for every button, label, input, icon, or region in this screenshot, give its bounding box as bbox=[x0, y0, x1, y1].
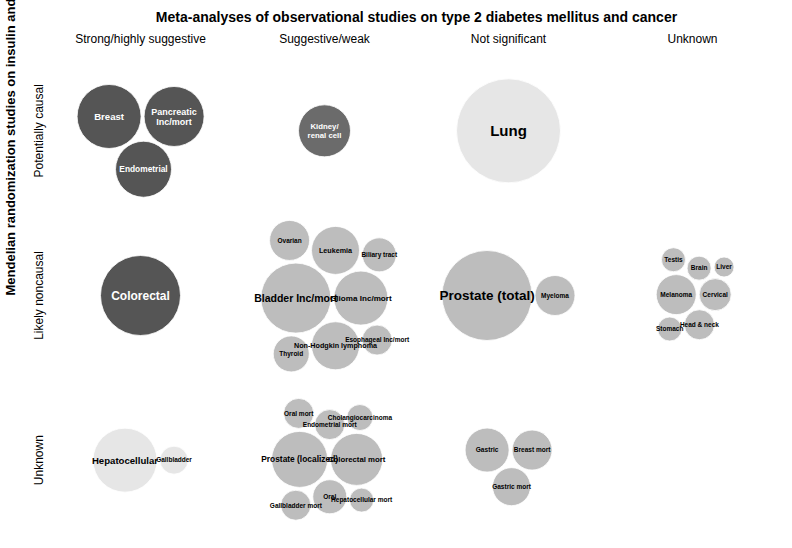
svg-text:Hepatocellular: Hepatocellular bbox=[92, 455, 158, 466]
svg-text:Cervical: Cervical bbox=[703, 291, 728, 298]
svg-text:Endometrial: Endometrial bbox=[119, 164, 167, 174]
svg-text:Brain: Brain bbox=[691, 264, 708, 271]
svg-text:Glioma Inc/mort: Glioma Inc/mort bbox=[330, 294, 392, 303]
svg-text:Meta-analyses of observational: Meta-analyses of observational studies o… bbox=[156, 9, 678, 25]
svg-text:Stomach: Stomach bbox=[656, 325, 684, 333]
svg-text:Cholangiocarcinoma: Cholangiocarcinoma bbox=[328, 414, 393, 422]
svg-text:Prostate (total): Prostate (total) bbox=[439, 288, 534, 303]
svg-text:Not significant: Not significant bbox=[471, 32, 547, 46]
svg-text:Esophageal Inc/mort: Esophageal Inc/mort bbox=[345, 336, 410, 344]
svg-text:Myeloma: Myeloma bbox=[541, 292, 569, 300]
svg-text:Thyroid: Thyroid bbox=[279, 350, 303, 358]
svg-text:Lung: Lung bbox=[490, 122, 527, 139]
svg-text:Gallbladder: Gallbladder bbox=[156, 456, 192, 463]
svg-text:Non-Hodgkin lymphoma: Non-Hodgkin lymphoma bbox=[294, 341, 377, 351]
svg-text:Suggestive/weak: Suggestive/weak bbox=[279, 32, 371, 46]
svg-text:Breast: Breast bbox=[94, 111, 125, 122]
svg-text:Gastric: Gastric bbox=[476, 446, 499, 453]
svg-text:Unknown: Unknown bbox=[667, 32, 717, 46]
svg-text:Endometrial mort: Endometrial mort bbox=[303, 421, 358, 428]
svg-text:Kidney/renal cell: Kidney/renal cell bbox=[308, 122, 342, 140]
svg-text:Leukemia: Leukemia bbox=[319, 246, 353, 255]
svg-text:Mendelian randomization studie: Mendelian randomization studies on insul… bbox=[3, 0, 18, 296]
svg-text:Prostate (localized): Prostate (localized) bbox=[261, 454, 338, 464]
svg-text:Gastric mort: Gastric mort bbox=[492, 483, 531, 490]
svg-text:PancreaticInc/mort: PancreaticInc/mort bbox=[151, 107, 197, 127]
svg-text:Gallbladder mort: Gallbladder mort bbox=[270, 502, 323, 509]
svg-text:Ovarian: Ovarian bbox=[277, 237, 301, 244]
svg-text:Colorectal mort: Colorectal mort bbox=[327, 455, 386, 465]
svg-text:Oral mort: Oral mort bbox=[284, 410, 314, 417]
svg-text:Colorectal: Colorectal bbox=[111, 289, 170, 303]
svg-text:Biliary tract: Biliary tract bbox=[361, 251, 398, 259]
svg-text:Bladder Inc/mort: Bladder Inc/mort bbox=[254, 292, 338, 304]
svg-text:Strong/highly suggestive: Strong/highly suggestive bbox=[75, 32, 206, 46]
svg-text:Melanoma: Melanoma bbox=[660, 291, 692, 298]
svg-text:Breast mort: Breast mort bbox=[514, 446, 551, 453]
svg-text:Potentially causal: Potentially causal bbox=[32, 84, 46, 177]
svg-text:Liver: Liver bbox=[716, 263, 732, 270]
svg-text:Hepatocellular mort: Hepatocellular mort bbox=[331, 496, 393, 504]
svg-text:Likely noncausal: Likely noncausal bbox=[32, 251, 46, 340]
svg-text:Oral: Oral bbox=[323, 493, 336, 500]
svg-text:Testis: Testis bbox=[664, 256, 683, 263]
svg-text:Unknown: Unknown bbox=[32, 435, 46, 485]
svg-text:Head & neck: Head & neck bbox=[680, 321, 719, 328]
